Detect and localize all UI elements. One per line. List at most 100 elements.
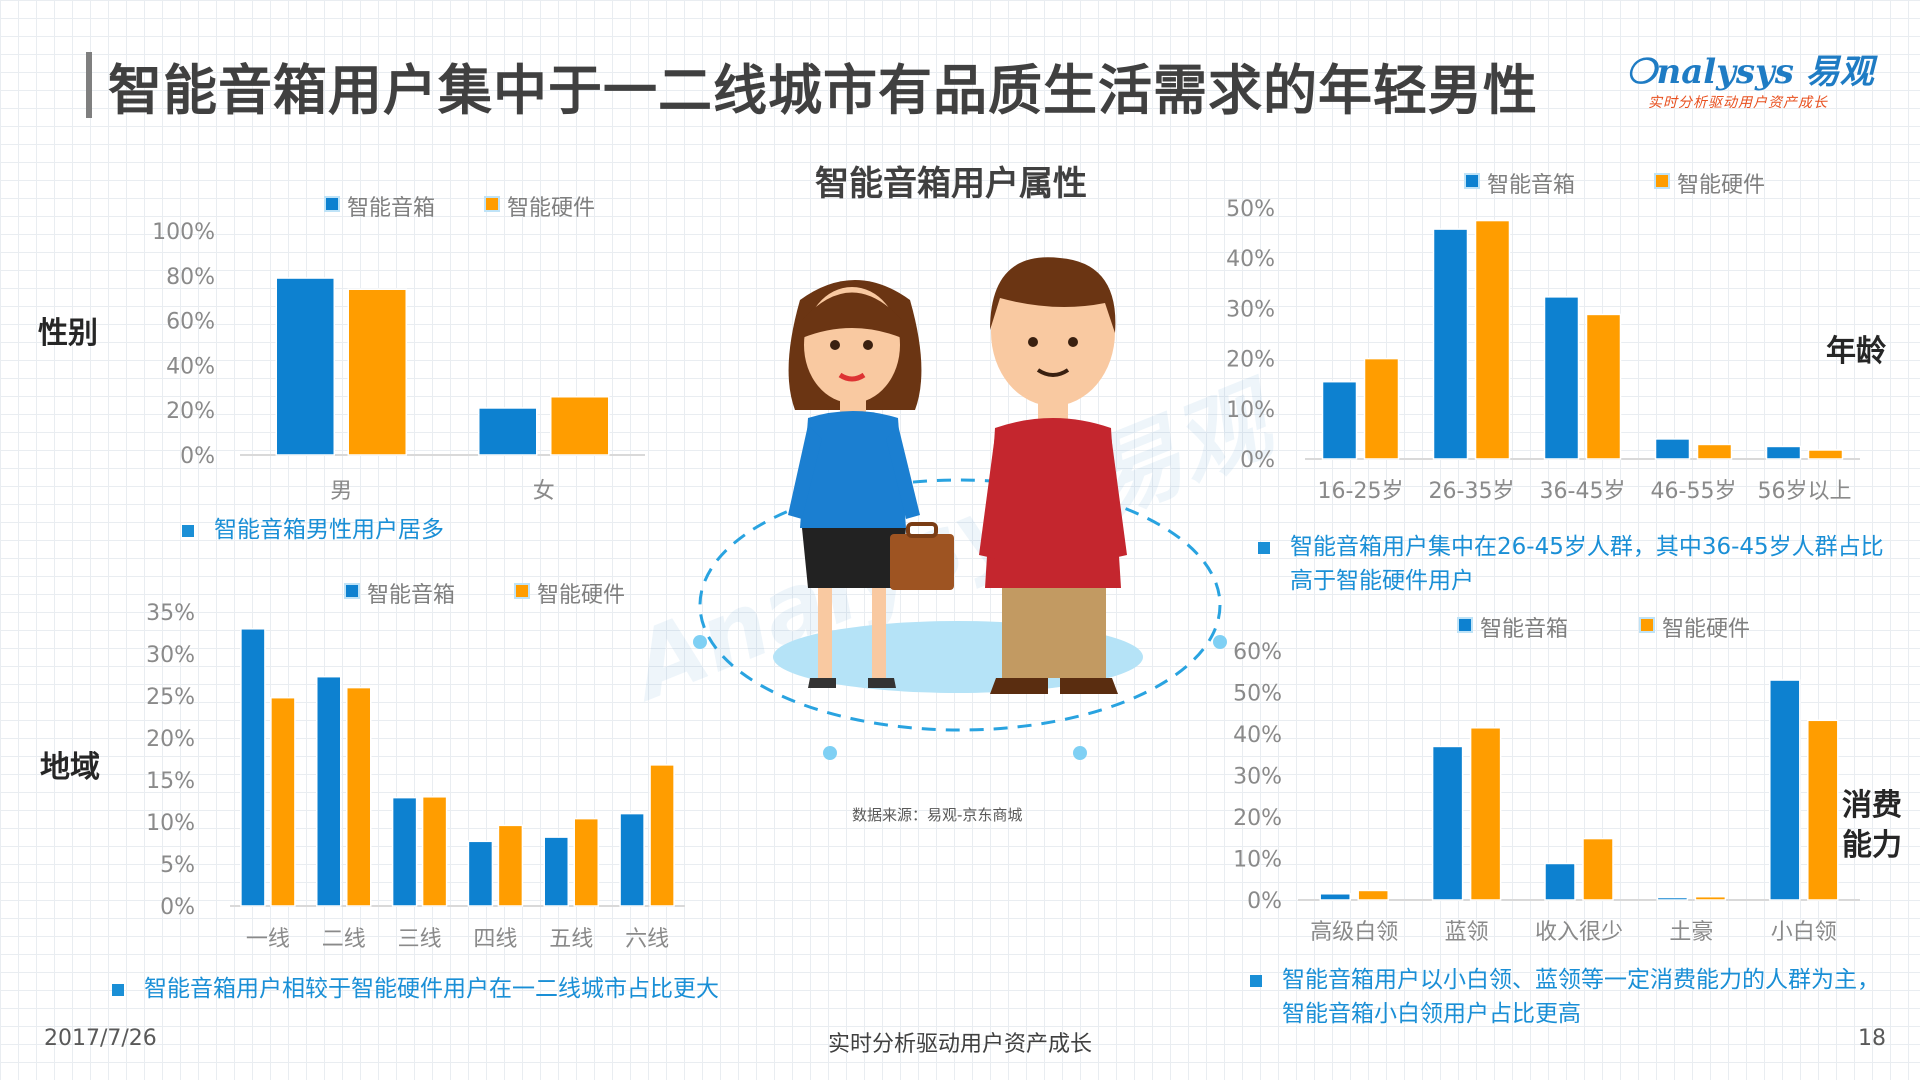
legend-swatch	[514, 583, 530, 599]
page-number: 18	[1858, 1026, 1886, 1051]
bar	[240, 628, 266, 907]
orbit-dot	[1073, 746, 1087, 760]
section-label-region: 地域	[40, 750, 100, 785]
bar	[1357, 889, 1389, 901]
y-tick-label: 40%	[1233, 723, 1282, 748]
analysys-logo: ❍nalysys 易观 实时分析驱动用户资产成长	[1626, 44, 1876, 114]
section-label-age: 年龄	[1826, 334, 1886, 369]
x-category-label: 三线	[398, 927, 442, 952]
y-tick-label: 60%	[166, 310, 215, 335]
gender-chart-svg: 0% 20% 40% 60% 80% 100% 男 女 智能音箱 智能硬件	[152, 196, 645, 504]
y-tick-label: 40%	[1226, 247, 1275, 272]
bar	[550, 396, 610, 456]
logo-o-icon: ❍	[1626, 52, 1657, 92]
bar	[1585, 313, 1622, 460]
logo-tagline: 实时分析驱动用户资产成长	[1648, 95, 1828, 111]
x-category-label: 土豪	[1669, 920, 1713, 945]
legend-swatch	[1654, 173, 1670, 189]
legend-label: 智能音箱	[347, 196, 435, 221]
y-tick-label: 80%	[166, 265, 215, 290]
bar	[1431, 745, 1464, 901]
y-tick-label: 60%	[1233, 640, 1282, 665]
x-category-label: 二线	[322, 927, 366, 952]
bar	[1654, 438, 1691, 460]
center-title: 智能音箱用户属性	[815, 164, 1087, 204]
consumption-chart-svg: 0% 10% 20% 30% 40% 50% 60% 高级白领 蓝领 收入很少 土豪 小白领 智能音箱 智…	[1233, 617, 1860, 945]
bullet-square-icon	[1258, 542, 1270, 554]
logo-brand: ❍nalysys 易观	[1626, 52, 1874, 92]
y-tick-label: 0%	[1240, 448, 1275, 473]
bar	[270, 696, 296, 907]
y-tick-label: 50%	[1226, 197, 1275, 222]
legend-label: 智能音箱	[1480, 617, 1568, 642]
y-tick-label: 10%	[1226, 398, 1275, 423]
x-category-label: 一线	[246, 927, 290, 952]
bar	[1474, 219, 1511, 460]
footer-date: 2017/7/26	[44, 1026, 157, 1051]
x-category-label: 蓝领	[1445, 920, 1489, 945]
bar	[347, 288, 407, 456]
note-consumption: 智能音箱用户以小白领、蓝领等一定消费能力的人群为主，智能音箱小白领用户占比更高	[1250, 963, 1880, 1031]
y-tick-label: 10%	[146, 811, 195, 836]
bar	[649, 764, 675, 907]
bar	[1769, 679, 1801, 901]
y-tick-label: 30%	[1233, 765, 1282, 790]
y-tick-label: 25%	[146, 685, 195, 710]
x-category-label: 四线	[473, 927, 517, 952]
bar	[1807, 449, 1844, 460]
bar	[1432, 228, 1469, 460]
y-tick-label: 30%	[146, 643, 195, 668]
section-label-consumption: 消费能力	[1842, 788, 1902, 863]
region-chart-svg: 0% 5% 10% 15% 20% 25% 30% 35% 一线 二线 三线 四线 五线 六线 智能音箱 智能…	[146, 583, 685, 952]
age-chart-svg: 0% 10% 20% 30% 40% 50% 16-25岁 26-35岁 36-45岁 46-55…	[1226, 173, 1860, 504]
bar	[346, 686, 372, 907]
legend-label: 智能音箱	[1487, 173, 1575, 198]
couple-illustration	[693, 257, 1227, 760]
note-gender: 智能音箱男性用户居多	[182, 513, 702, 547]
y-tick-label: 15%	[146, 769, 195, 794]
bar	[1321, 380, 1358, 460]
gender-chart: 0% 20% 40% 60% 80% 100% 男 女 智能音箱 智能硬件	[0, 0, 660, 520]
man-figure	[979, 257, 1127, 694]
y-tick-label: 35%	[146, 601, 195, 626]
y-tick-label: 40%	[166, 354, 215, 379]
bar	[1469, 727, 1502, 901]
y-tick-label: 0%	[1247, 889, 1282, 914]
x-category-label: 收入很少	[1535, 920, 1623, 945]
legend-label: 智能硬件	[507, 196, 595, 221]
x-category-label: 56岁以上	[1758, 479, 1852, 504]
legend-label: 智能硬件	[1677, 173, 1765, 198]
legend-swatch	[324, 196, 340, 212]
y-tick-label: 20%	[1226, 348, 1275, 373]
legend-label: 智能硬件	[1662, 617, 1750, 642]
bar	[619, 812, 645, 907]
bullet-square-icon	[1250, 975, 1262, 987]
legend-swatch	[344, 583, 360, 599]
x-category-label: 36-45岁	[1540, 479, 1626, 504]
x-category-label: 46-55岁	[1651, 479, 1737, 504]
bar	[1807, 719, 1839, 901]
y-tick-label: 50%	[1233, 682, 1282, 707]
note-region: 智能音箱用户相较于智能硬件用户在一二线城市占比更大	[112, 972, 812, 1006]
legend-swatch	[1464, 173, 1480, 189]
bullet-square-icon	[182, 525, 194, 537]
bullet-square-icon	[112, 984, 124, 996]
y-tick-label: 0%	[160, 895, 195, 920]
x-category-label: 小白领	[1771, 920, 1837, 945]
x-category-label: 高级白领	[1310, 920, 1398, 945]
bar	[1765, 445, 1802, 460]
title-accent-bar	[86, 52, 92, 118]
bar	[573, 817, 599, 907]
x-category-label: 16-25岁	[1318, 479, 1404, 504]
bar	[1696, 443, 1733, 460]
age-chart: 0% 10% 20% 30% 40% 50% 16-25岁 26-35岁 36-45岁 46-55…	[0, 0, 1880, 520]
bar	[1694, 895, 1727, 901]
x-category-label: 六线	[625, 927, 669, 952]
x-category-label: 五线	[549, 927, 593, 952]
bar	[1543, 296, 1580, 460]
orbit-dot	[1213, 635, 1227, 649]
region-chart: 0% 5% 10% 15% 20% 25% 30% 35% 一线 二线 三线 四线 五线 六线 智能音箱 智能…	[0, 0, 700, 980]
bar	[275, 277, 335, 456]
bar	[316, 675, 342, 907]
y-tick-label: 5%	[160, 853, 195, 878]
